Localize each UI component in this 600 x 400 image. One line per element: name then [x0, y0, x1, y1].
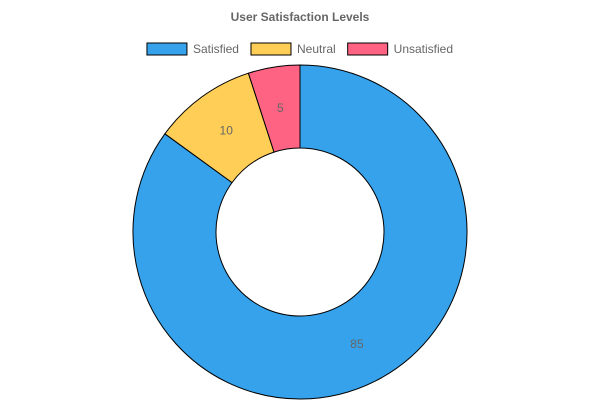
- legend-swatch-neutral: [250, 42, 292, 56]
- chart-data-labels: 85 10 5: [220, 101, 364, 351]
- data-label-satisfied: 85: [350, 337, 364, 351]
- legend-label-neutral: Neutral: [297, 42, 336, 56]
- legend-item-unsatisfied[interactable]: Unsatisfied: [347, 42, 453, 56]
- chart-title: User Satisfaction Levels: [231, 10, 370, 24]
- chart-slices: [132, 64, 468, 400]
- legend-item-neutral[interactable]: Neutral: [250, 42, 336, 56]
- data-label-neutral: 10: [220, 123, 234, 137]
- data-label-unsatisfied: 5: [277, 101, 284, 115]
- legend-swatch-satisfied: [146, 42, 188, 56]
- legend-item-satisfied[interactable]: Satisfied: [146, 42, 239, 56]
- legend-label-unsatisfied: Unsatisfied: [394, 42, 453, 56]
- slice-unsatisfied[interactable]: [247, 64, 301, 153]
- legend-label-satisfied: Satisfied: [193, 42, 239, 56]
- legend: Satisfied Neutral Unsatisfied: [146, 42, 453, 56]
- slice-satisfied[interactable]: [132, 64, 468, 400]
- legend-swatch-unsatisfied: [347, 42, 389, 56]
